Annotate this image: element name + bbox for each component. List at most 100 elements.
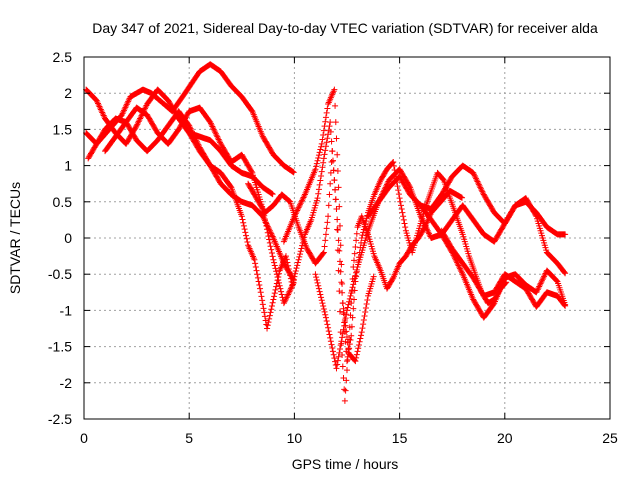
data-point [282, 295, 289, 302]
data-point [339, 280, 346, 287]
data-point [317, 146, 324, 153]
data-point [257, 285, 264, 292]
data-point [332, 119, 339, 126]
data-point [314, 157, 321, 164]
data-point [327, 338, 334, 345]
data-point [284, 259, 291, 266]
data-point [534, 287, 541, 294]
data-point [454, 261, 461, 268]
data-point [286, 288, 293, 295]
data-point [334, 226, 341, 233]
data-point [349, 314, 356, 321]
data-point [347, 336, 354, 343]
data-point [315, 152, 322, 159]
x-tick-label: 10 [287, 430, 303, 446]
data-point [478, 187, 485, 194]
data-point [248, 168, 255, 175]
data-point [266, 312, 273, 319]
data-point [241, 226, 248, 233]
data-point [346, 345, 353, 352]
data-point [471, 172, 478, 179]
data-point [400, 216, 407, 223]
data-point [315, 154, 322, 161]
x-axis-label: GPS time / hours [292, 456, 399, 472]
data-point [257, 289, 264, 296]
data-point [480, 190, 487, 197]
data-point [243, 235, 250, 242]
data-point [208, 122, 215, 129]
data-point [287, 272, 294, 279]
data-point [351, 257, 358, 264]
data-point [292, 270, 299, 277]
data-point [325, 202, 332, 209]
data-point [297, 248, 304, 255]
plot-frame [83, 56, 611, 420]
data-point [341, 397, 348, 404]
data-point [319, 164, 326, 171]
y-tick-label: 2 [64, 85, 72, 101]
data-point [348, 290, 355, 297]
data-point [370, 273, 377, 280]
data-point [397, 198, 404, 205]
data-point [324, 219, 331, 226]
data-point [264, 322, 271, 329]
data-point [401, 220, 408, 227]
data-point [318, 168, 325, 175]
data-point [296, 253, 303, 260]
data-point [396, 195, 403, 202]
data-point [353, 237, 360, 244]
data-point [315, 285, 322, 292]
data-point [336, 349, 343, 356]
data-point [264, 229, 271, 236]
data-point [358, 329, 365, 336]
data-point [265, 233, 272, 240]
data-point [329, 157, 336, 164]
data-point [362, 309, 369, 316]
data-point [537, 280, 544, 287]
data-point [344, 353, 351, 360]
y-tick-label: 1.5 [53, 121, 73, 137]
data-point [134, 121, 141, 128]
data-point [259, 297, 266, 304]
data-point [297, 200, 304, 207]
y-tick-label: 0 [64, 230, 72, 246]
data-point [320, 303, 327, 310]
data-point [332, 102, 339, 109]
data-point [270, 296, 277, 303]
data-point [285, 262, 292, 269]
data-point [269, 191, 276, 198]
data-point [297, 201, 304, 208]
x-tick-label: 25 [602, 430, 618, 446]
y-tick-label: -2 [60, 375, 73, 391]
data-point [398, 206, 405, 213]
data-point [243, 232, 250, 239]
data-point [324, 105, 331, 112]
data-point [329, 148, 336, 155]
data-point [477, 185, 484, 192]
data-point [266, 236, 273, 243]
data-point [244, 239, 251, 246]
data-point [287, 285, 294, 292]
data-point [344, 367, 350, 374]
data-point [538, 277, 545, 284]
data-point [317, 177, 324, 184]
data-point [317, 291, 324, 298]
data-point [384, 179, 391, 186]
y-tick-label: -2.5 [48, 411, 72, 427]
data-point [289, 282, 296, 289]
data-point [294, 262, 301, 269]
data-point [281, 298, 288, 305]
data-point [353, 266, 360, 273]
data-point [347, 292, 354, 299]
y-axis-ticks: 2.5 2 1.5 1 0.5 0 -0.5 -1 -1.5 -2 -2.5 [48, 49, 610, 427]
data-point [475, 179, 482, 186]
data-point [440, 176, 447, 183]
data-point [298, 198, 305, 205]
data-point [287, 275, 294, 282]
data-point [339, 363, 346, 370]
data-point [315, 186, 322, 193]
data-point [423, 224, 430, 231]
data-point [476, 182, 483, 189]
data-point [351, 275, 358, 282]
data-point [541, 273, 548, 280]
